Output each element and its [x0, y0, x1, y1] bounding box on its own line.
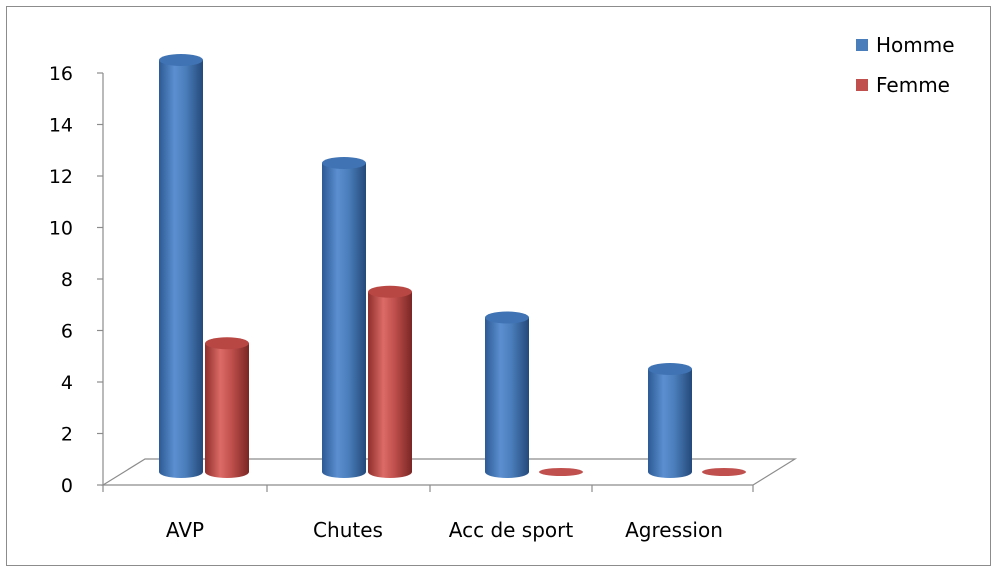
x-tick-label: Chutes [313, 518, 383, 542]
bar-femme-flat [702, 468, 746, 476]
y-tick-label: 12 [49, 166, 73, 188]
legend: Homme Femme [856, 33, 955, 97]
bar-homme [648, 369, 692, 478]
y-tick-label: 2 [61, 424, 73, 446]
x-axis-labels: AVP Chutes Acc de sport Agression [166, 518, 723, 542]
bar-top-femme [205, 337, 249, 350]
x-tick-label: AVP [166, 518, 204, 542]
bar-femme [368, 291, 412, 478]
bar-homme [322, 163, 366, 478]
bar-top-femme [368, 285, 412, 298]
bar-top-homme [648, 363, 692, 375]
floor-outline [100, 458, 798, 486]
bar-homme [159, 60, 203, 478]
y-tick-label: 0 [61, 475, 73, 497]
y-tick-label: 10 [49, 218, 73, 240]
bar-top-homme [159, 54, 203, 66]
bar-homme [485, 317, 529, 478]
x-tick-label: Agression [625, 518, 723, 542]
y-axis: 0 2 4 6 8 10 12 14 16 [49, 63, 754, 497]
y-tick-label: 6 [61, 321, 73, 343]
bar-top-homme [485, 311, 529, 324]
chart-floor [100, 458, 798, 486]
bars-group [159, 54, 746, 478]
y-tick-label: 14 [49, 115, 73, 137]
y-tick-label: 8 [61, 269, 73, 291]
y-tick-label: 4 [61, 372, 73, 394]
bar-femme [205, 343, 249, 478]
y-tick-label: 16 [49, 63, 73, 85]
legend-label-homme: Homme [876, 33, 955, 57]
legend-swatch-femme [856, 79, 868, 91]
legend-label-femme: Femme [876, 73, 950, 97]
bar-femme-flat [539, 468, 583, 476]
x-tick-label: Acc de sport [449, 518, 574, 542]
bar-top-homme [322, 157, 366, 169]
legend-swatch-homme [856, 39, 868, 51]
